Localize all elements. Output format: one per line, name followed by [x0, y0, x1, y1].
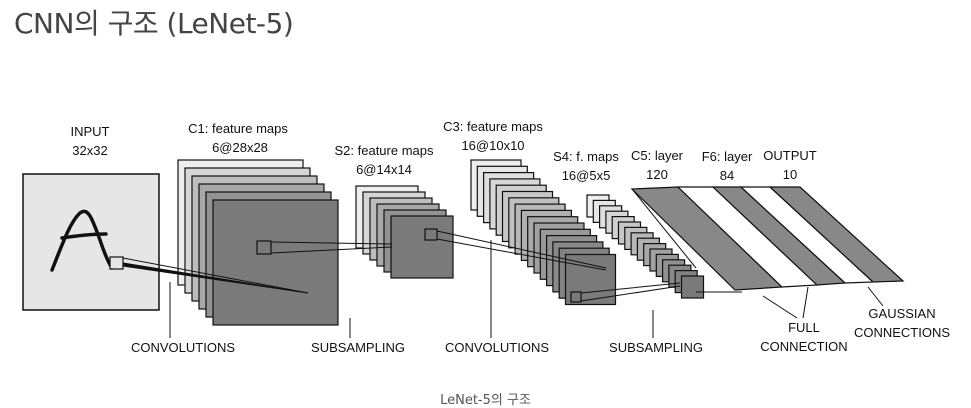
c3-shape: 16@10x10	[461, 138, 524, 153]
c3-label: C3: feature maps	[443, 119, 543, 134]
figure-caption: LeNet-5의 구조	[440, 393, 531, 408]
s2-receptive-field	[424, 228, 438, 241]
full-connection-label-line1: FULL	[788, 320, 820, 335]
page-title: CNN의 구조 (LeNet-5)	[14, 7, 294, 40]
output-band	[768, 186, 905, 283]
c5-shape: 120	[646, 167, 668, 182]
c5-label: C5: layer	[631, 148, 684, 163]
c1-map	[212, 199, 339, 326]
s4-map	[680, 275, 705, 299]
c1-shape: 6@28x28	[212, 140, 268, 155]
c3-feature-maps	[470, 159, 617, 306]
conv2-projection-edge	[436, 238, 607, 271]
conv2-label: CONVOLUTIONS	[445, 340, 549, 355]
s2-map	[390, 215, 454, 279]
f6-shape: 84	[720, 168, 734, 183]
full-connection-label-line2: CONNECTION	[760, 339, 847, 354]
sub2-projection-edge	[580, 282, 681, 294]
input-shape: 32x32	[72, 143, 107, 158]
s2-shape: 6@14x14	[356, 162, 412, 177]
input-image	[22, 173, 160, 311]
gaussian-connections-label-line1: GAUSSIAN	[868, 306, 935, 321]
conv1-projection-edge	[122, 257, 309, 294]
sub2-label: SUBSAMPLING	[609, 340, 703, 355]
s2-label: S2: feature maps	[335, 143, 434, 158]
f6-label: F6: layer	[702, 149, 753, 164]
gaussian-connections-label-line2: CONNECTIONS	[854, 325, 950, 340]
input-receptive-field	[109, 256, 124, 270]
fc-bands	[630, 186, 905, 291]
c3-receptive-field	[570, 291, 582, 303]
input-layer	[22, 173, 160, 311]
sub1-projection-edge	[270, 246, 393, 254]
conv2-projection-edge	[436, 230, 607, 269]
s2-feature-maps	[355, 185, 454, 279]
c1-receptive-field	[256, 240, 272, 255]
output-shape: 10	[783, 167, 797, 182]
s4-label: S4: f. maps	[553, 149, 619, 164]
c1-label: C1: feature maps	[188, 121, 288, 136]
input-label: INPUT	[71, 124, 110, 139]
sub1-label: SUBSAMPLING	[311, 340, 405, 355]
sub2-projection-edge	[580, 285, 681, 302]
conv1-label: CONVOLUTIONS	[131, 340, 235, 355]
c1-feature-maps	[177, 159, 339, 326]
conv1-projection	[122, 262, 309, 294]
output-label: OUTPUT	[763, 148, 817, 163]
handwritten-a-glyph	[50, 209, 114, 272]
sub1-projection-edge	[270, 241, 393, 245]
s4-feature-maps	[586, 194, 705, 299]
label-pointers	[169, 240, 884, 338]
s4-to-c5-edge	[631, 188, 697, 269]
s4-shape: 16@5x5	[562, 168, 611, 183]
